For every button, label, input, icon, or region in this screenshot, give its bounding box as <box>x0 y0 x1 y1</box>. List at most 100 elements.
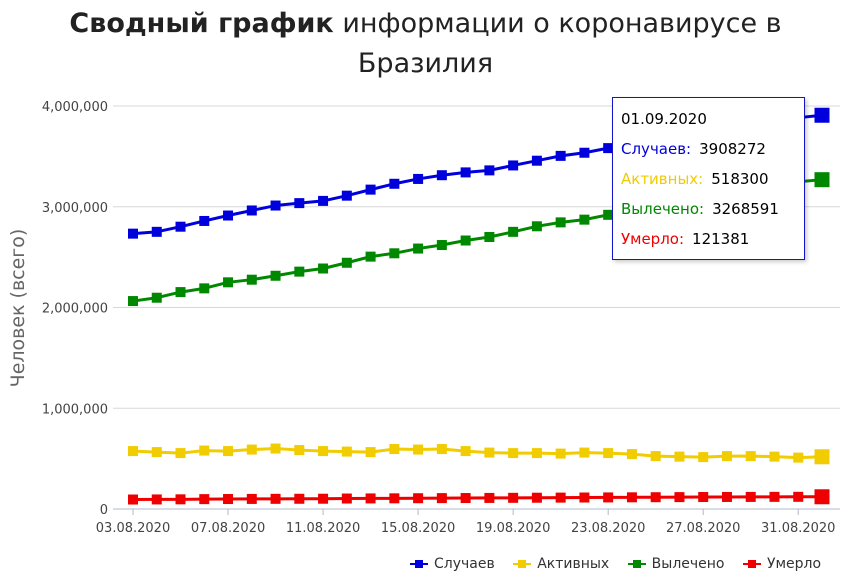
data-point-deaths[interactable] <box>365 493 376 504</box>
data-point-active[interactable] <box>555 448 566 459</box>
data-point-cases[interactable] <box>389 178 400 189</box>
data-point-active[interactable] <box>294 445 305 456</box>
data-point-active[interactable] <box>745 451 756 462</box>
data-point-active[interactable] <box>721 451 732 462</box>
data-point-active[interactable] <box>413 444 424 455</box>
legend-item-recovered[interactable]: Вылечено <box>627 556 725 572</box>
data-point-active[interactable] <box>341 446 352 457</box>
data-point-cases[interactable] <box>603 143 614 154</box>
data-point-active[interactable] <box>246 444 257 455</box>
data-point-active[interactable] <box>128 446 138 457</box>
data-point-active[interactable] <box>674 451 685 462</box>
data-point-deaths[interactable] <box>246 493 257 504</box>
legend-item-deaths[interactable]: Умерло <box>742 556 821 572</box>
data-point-active[interactable] <box>626 449 637 460</box>
data-point-cases[interactable] <box>436 170 447 181</box>
data-point-recovered[interactable] <box>246 274 257 285</box>
data-point-cases[interactable] <box>175 221 186 232</box>
data-point-cases[interactable] <box>318 195 329 206</box>
data-point-active[interactable] <box>531 448 542 459</box>
data-point-recovered[interactable] <box>389 248 400 259</box>
data-point-active[interactable] <box>698 452 709 463</box>
data-point-cases[interactable] <box>341 190 352 201</box>
data-point-cases[interactable] <box>365 184 376 195</box>
data-point-deaths[interactable] <box>223 494 234 505</box>
data-point-cases[interactable] <box>484 165 495 176</box>
data-point-recovered[interactable] <box>555 217 566 228</box>
data-point-deaths[interactable] <box>318 493 329 504</box>
legend-item-cases[interactable]: Случаев <box>410 556 495 572</box>
data-point-active[interactable] <box>769 451 780 462</box>
data-point-recovered[interactable] <box>318 263 329 274</box>
data-point-recovered[interactable] <box>128 296 138 307</box>
data-point-recovered[interactable] <box>365 251 376 262</box>
data-point-deaths[interactable] <box>460 493 471 504</box>
data-point-cases[interactable] <box>128 228 138 239</box>
data-point-active[interactable] <box>814 449 830 465</box>
data-point-cases[interactable] <box>151 226 162 237</box>
data-point-active[interactable] <box>484 447 495 458</box>
data-point-recovered[interactable] <box>531 221 542 232</box>
data-point-recovered[interactable] <box>413 243 424 254</box>
data-point-cases[interactable] <box>199 215 210 226</box>
data-point-active[interactable] <box>318 446 329 457</box>
data-point-recovered[interactable] <box>484 231 495 242</box>
data-point-cases[interactable] <box>531 155 542 166</box>
data-point-active[interactable] <box>793 452 804 463</box>
data-point-deaths[interactable] <box>128 494 138 505</box>
data-point-active[interactable] <box>199 445 210 456</box>
data-point-recovered[interactable] <box>270 270 281 281</box>
data-point-deaths[interactable] <box>555 492 566 503</box>
data-point-active[interactable] <box>579 447 590 458</box>
data-point-active[interactable] <box>151 447 162 458</box>
data-point-deaths[interactable] <box>270 493 281 504</box>
data-point-deaths[interactable] <box>389 493 400 504</box>
data-point-deaths[interactable] <box>603 492 614 503</box>
data-point-recovered[interactable] <box>175 287 186 298</box>
data-point-cases[interactable] <box>555 150 566 161</box>
data-point-recovered[interactable] <box>151 292 162 303</box>
data-point-cases[interactable] <box>294 198 305 209</box>
data-point-cases[interactable] <box>508 160 519 171</box>
data-point-active[interactable] <box>365 447 376 458</box>
data-point-deaths[interactable] <box>294 493 305 504</box>
data-point-cases[interactable] <box>246 205 257 216</box>
data-point-cases[interactable] <box>579 147 590 158</box>
data-point-active[interactable] <box>270 443 281 454</box>
data-point-recovered[interactable] <box>579 214 590 225</box>
data-point-deaths[interactable] <box>175 494 186 505</box>
data-point-deaths[interactable] <box>341 493 352 504</box>
data-point-cases[interactable] <box>223 210 234 221</box>
data-point-deaths[interactable] <box>484 492 495 503</box>
data-point-deaths[interactable] <box>698 492 709 503</box>
data-point-recovered[interactable] <box>341 257 352 268</box>
data-point-recovered[interactable] <box>199 283 210 294</box>
data-point-active[interactable] <box>603 448 614 459</box>
data-point-deaths[interactable] <box>626 492 637 503</box>
data-point-deaths[interactable] <box>721 491 732 502</box>
legend-item-active[interactable]: Активных <box>513 556 609 572</box>
data-point-recovered[interactable] <box>508 226 519 237</box>
data-point-deaths[interactable] <box>508 492 519 503</box>
data-point-active[interactable] <box>508 448 519 459</box>
data-point-deaths[interactable] <box>650 492 661 503</box>
data-point-active[interactable] <box>460 446 471 457</box>
data-point-deaths[interactable] <box>151 494 162 505</box>
data-point-cases[interactable] <box>814 107 830 123</box>
data-point-active[interactable] <box>389 444 400 455</box>
data-point-deaths[interactable] <box>769 491 780 502</box>
data-point-recovered[interactable] <box>294 266 305 277</box>
data-point-recovered[interactable] <box>223 277 234 288</box>
data-point-recovered[interactable] <box>436 240 447 251</box>
data-point-deaths[interactable] <box>814 489 830 505</box>
data-point-deaths[interactable] <box>793 491 804 502</box>
data-point-deaths[interactable] <box>436 493 447 504</box>
data-point-cases[interactable] <box>460 167 471 178</box>
data-point-cases[interactable] <box>270 200 281 211</box>
data-point-active[interactable] <box>436 444 447 455</box>
data-point-deaths[interactable] <box>199 494 210 505</box>
data-point-deaths[interactable] <box>413 493 424 504</box>
data-point-recovered[interactable] <box>603 209 614 220</box>
data-point-recovered[interactable] <box>814 172 830 188</box>
